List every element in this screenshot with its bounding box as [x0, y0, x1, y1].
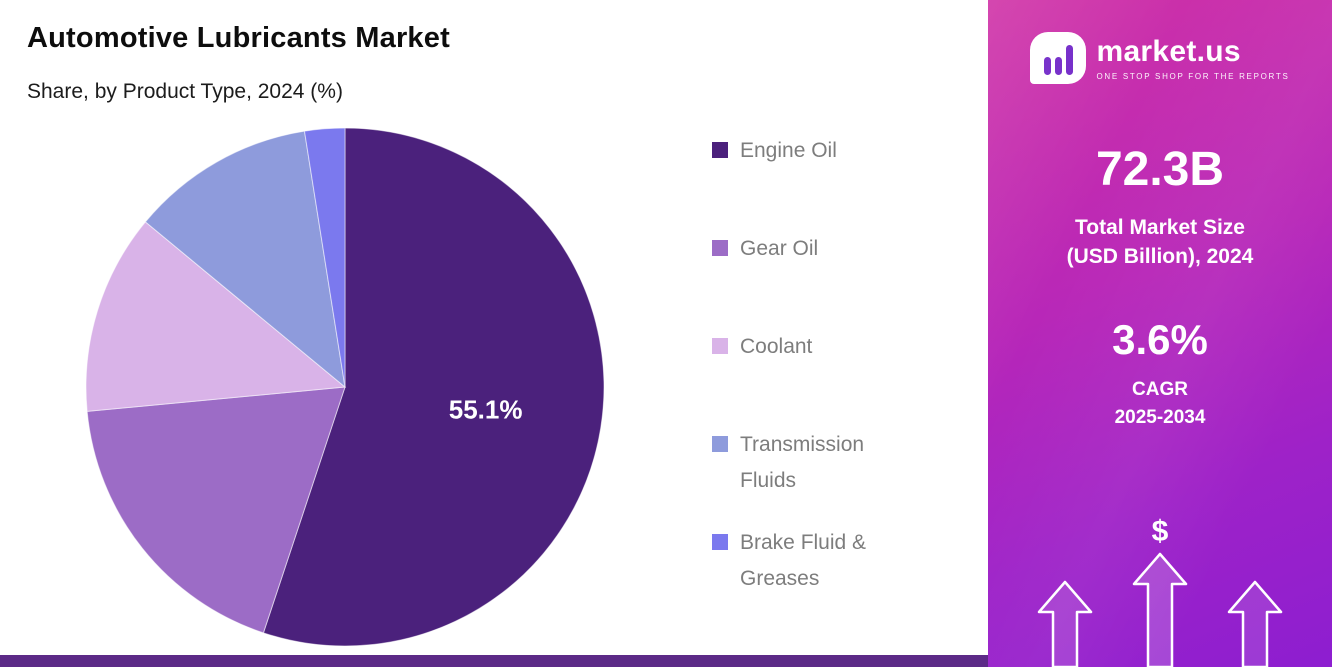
- legend-swatch: [712, 240, 728, 256]
- pie-chart: 55.1%: [85, 127, 605, 647]
- growth-arrows-icon: [1037, 552, 1283, 667]
- marketus-logo-icon: [1030, 32, 1087, 84]
- legend-item: Engine Oil: [712, 133, 837, 169]
- legend-swatch: [712, 338, 728, 354]
- legend-swatch: [712, 534, 728, 550]
- cagr-value: 3.6%: [1112, 315, 1208, 363]
- cagr-label-line2: 2025-2034: [1114, 407, 1206, 429]
- pie-slice: [303, 127, 346, 388]
- pie-data-label: 55.1%: [449, 395, 523, 425]
- page-title: Automotive Lubricants Market: [27, 22, 450, 54]
- pie-slice: [144, 130, 346, 389]
- legend-label: Coolant: [740, 335, 813, 358]
- chart-area: Automotive Lubricants Market Share, by P…: [27, 22, 972, 653]
- logo-tagline: ONE STOP SHOP FOR THE REPORTS: [1096, 72, 1290, 81]
- logo-bar: [1043, 57, 1051, 75]
- cagr-label-line1: CAGR: [1132, 378, 1188, 400]
- legend-label: Transmission Fluids: [740, 433, 865, 493]
- market-size-label-line1: Total Market Size: [1075, 216, 1245, 239]
- marketus-logo: market.us ONE STOP SHOP FOR THE REPORTS: [988, 0, 1332, 84]
- market-size-label: Total Market Size (USD Billion), 2024: [988, 213, 1332, 272]
- dollar-icon: $: [1151, 515, 1169, 548]
- pie-slice: [85, 221, 347, 412]
- legend: Engine Oil Gear Oil Coolant Transmission Fl…: [712, 133, 972, 653]
- sidebar: market.us ONE STOP SHOP FOR THE REPORTS …: [988, 0, 1332, 667]
- legend-label: Engine Oil: [740, 139, 837, 162]
- legend-item: Gear Oil: [712, 231, 818, 267]
- market-size-value: 72.3B: [1095, 143, 1225, 196]
- logo-wordmark: market.us: [1096, 35, 1241, 68]
- logo-bar: [1065, 45, 1073, 75]
- legend-label: Brake Fluid & Greases: [740, 531, 867, 591]
- legend-item: Transmission Fluids: [712, 427, 910, 499]
- pie-slice: [86, 386, 346, 634]
- cagr-label: CAGR 2025-2034: [988, 376, 1332, 433]
- page-subtitle: Share, by Product Type, 2024 (%): [27, 80, 343, 103]
- market-size-label-line2: (USD Billion), 2024: [1066, 245, 1254, 269]
- logo-bar: [1054, 57, 1062, 75]
- legend-swatch: [712, 436, 728, 452]
- legend-item: Coolant: [712, 329, 812, 365]
- pie-slice: [262, 127, 605, 647]
- legend-item: Brake Fluid & Greases: [712, 525, 910, 597]
- legend-swatch: [712, 142, 728, 158]
- legend-label: Gear Oil: [740, 237, 819, 260]
